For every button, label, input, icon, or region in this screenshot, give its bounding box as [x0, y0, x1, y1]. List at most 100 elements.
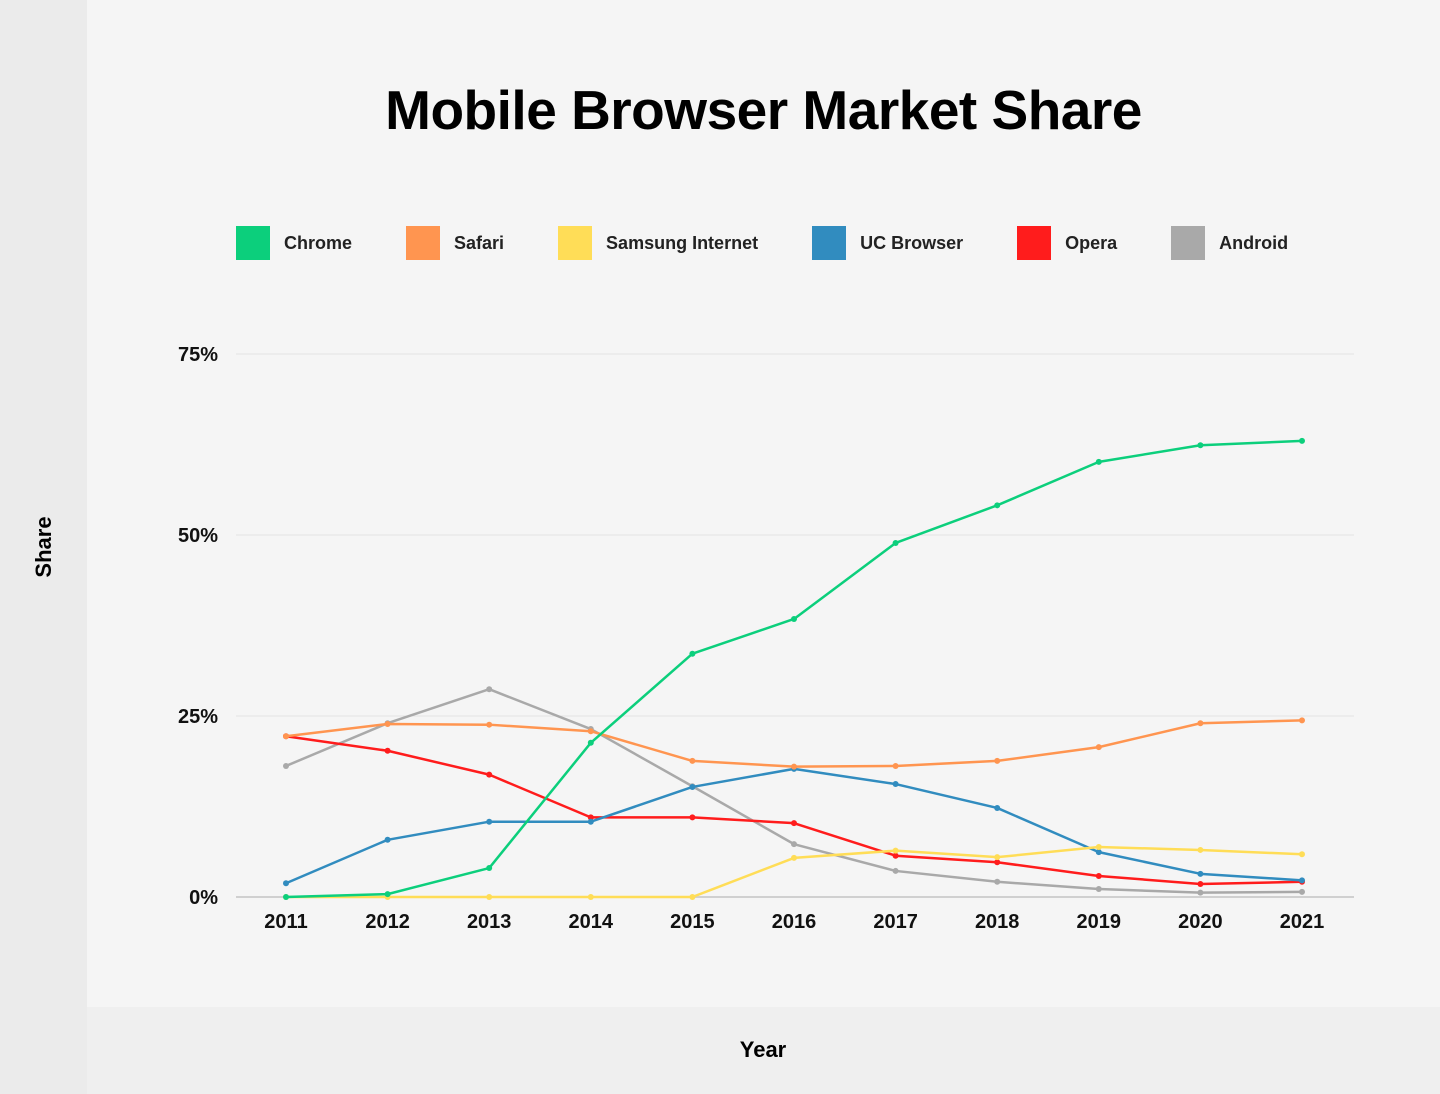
data-point: [994, 859, 1001, 866]
data-point: [892, 539, 899, 546]
legend-item: UC Browser: [812, 226, 963, 260]
legend-label: Chrome: [284, 232, 353, 253]
legend-swatch: [406, 226, 441, 260]
y-tick-label: 75%: [178, 344, 218, 366]
data-point: [994, 854, 1001, 861]
data-point: [1095, 886, 1102, 893]
data-point: [1095, 458, 1102, 465]
legend-swatch: [812, 226, 847, 260]
data-point: [791, 763, 797, 770]
data-point: [587, 818, 594, 825]
legend-swatch: [1171, 226, 1206, 260]
data-point: [384, 720, 391, 727]
legend-swatch: [236, 226, 270, 260]
legend-label: Opera: [1065, 232, 1118, 253]
data-point: [587, 814, 594, 821]
data-point: [892, 762, 899, 769]
series-line: [286, 845, 1303, 899]
y-tick-label: 25%: [178, 706, 218, 728]
data-point: [1095, 744, 1102, 751]
data-point: [384, 747, 391, 754]
data-point: [1095, 849, 1102, 856]
data-point: [689, 783, 696, 790]
data-point: [486, 894, 493, 900]
series-line: [285, 719, 1303, 768]
legend-label: UC Browser: [860, 232, 964, 253]
data-point: [384, 836, 391, 843]
series-line: [285, 439, 1303, 899]
x-tick-label: 2020: [1178, 911, 1223, 933]
bottom-panel: [87, 1007, 1440, 1094]
chart-title: Mobile Browser Market Share: [385, 79, 1142, 141]
data-point: [1299, 888, 1305, 895]
data-point: [486, 818, 493, 825]
data-point: [689, 814, 696, 821]
data-point: [892, 847, 899, 854]
data-point: [1197, 846, 1204, 853]
data-point: [1197, 889, 1204, 896]
x-tick-label: 2014: [569, 911, 614, 933]
data-point: [1197, 442, 1204, 449]
data-point: [689, 650, 696, 657]
x-tick-label: 2013: [467, 911, 512, 933]
data-point: [689, 894, 696, 900]
legend-label: Safari: [454, 232, 505, 253]
data-point: [892, 781, 899, 788]
series-chrome: [283, 437, 1305, 900]
data-point: [283, 762, 289, 769]
left-panel: [0, 0, 87, 1094]
data-point: [587, 728, 594, 735]
data-point: [486, 771, 493, 778]
data-point: [1299, 851, 1305, 858]
data-point: [283, 733, 289, 740]
data-point: [994, 757, 1001, 764]
data-point: [994, 804, 1001, 811]
data-point: [587, 894, 594, 900]
data-point: [791, 615, 797, 622]
data-point: [1197, 880, 1204, 887]
data-point: [689, 757, 696, 764]
x-tick-label: 2011: [264, 911, 307, 933]
legend-swatch: [558, 226, 593, 260]
legend-item: Chrome: [236, 226, 352, 260]
data-point: [1299, 717, 1305, 724]
x-tick-label: 2016: [772, 911, 817, 933]
legend-item: Opera: [1017, 226, 1117, 260]
x-tick-label: 2015: [670, 911, 715, 933]
data-point: [384, 891, 391, 898]
data-point: [791, 841, 797, 848]
x-tick-label: 2019: [1077, 911, 1122, 933]
legend-label: Samsung Internet: [606, 232, 759, 253]
x-axis-label: Year: [739, 1037, 787, 1062]
data-point: [283, 880, 289, 887]
y-tick-label: 0%: [189, 887, 218, 909]
x-tick-label: 2017: [873, 911, 918, 933]
legend-swatch: [1017, 226, 1052, 260]
data-point: [1095, 873, 1102, 880]
legend-item: Android: [1171, 226, 1288, 260]
legend-item: Safari: [406, 226, 504, 260]
data-point: [486, 721, 493, 728]
data-point: [892, 852, 899, 859]
data-point: [1299, 877, 1305, 884]
legend-item: Samsung Internet: [558, 226, 758, 260]
y-tick-label: 50%: [178, 525, 218, 547]
data-point: [994, 502, 1001, 509]
legend: Chrome Safari Samsung Internet UC Browser Op…: [236, 226, 1342, 260]
data-point: [791, 854, 797, 861]
data-point: [587, 739, 594, 746]
data-point: [892, 867, 899, 874]
data-point: [791, 820, 797, 827]
data-point: [994, 878, 1001, 885]
data-point: [486, 686, 493, 693]
data-point: [486, 865, 493, 872]
x-tick-label: 2021: [1280, 911, 1325, 933]
data-point: [1299, 437, 1305, 444]
data-point: [1095, 844, 1102, 851]
x-tick-label: 2012: [365, 911, 410, 933]
series-safari: [283, 717, 1305, 770]
data-point: [1197, 870, 1204, 877]
legend-label: Android: [1219, 232, 1289, 253]
data-point: [1197, 720, 1204, 727]
